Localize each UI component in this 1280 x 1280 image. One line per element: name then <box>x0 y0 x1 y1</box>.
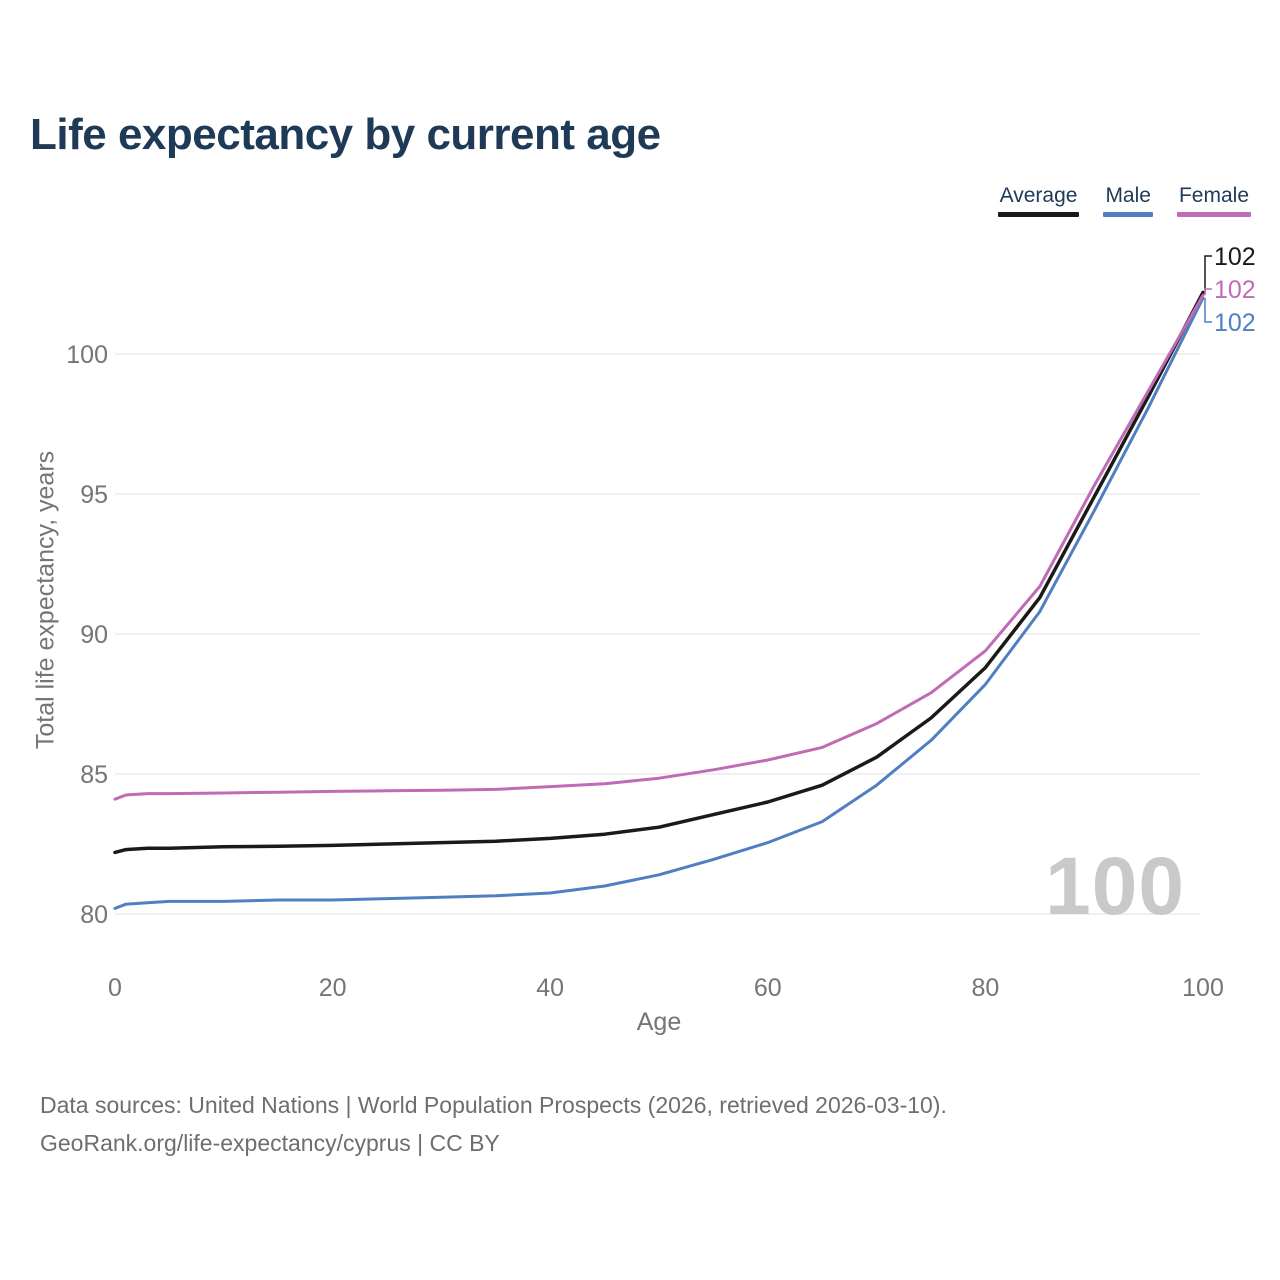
series-line-male <box>113 296 1205 910</box>
legend-label-male: Male <box>1105 184 1151 207</box>
legend-swatch-male <box>1103 212 1153 217</box>
series-line-average <box>113 290 1205 855</box>
x-axis-title: Age <box>636 1008 682 1036</box>
footer-attribution-line: GeoRank.org/life-expectancy/cyprus | CC … <box>40 1130 500 1156</box>
legend-item-average[interactable]: Average <box>997 184 1080 217</box>
legend-swatch-female <box>1176 212 1251 217</box>
leader-line-female <box>1204 288 1212 296</box>
y-tick-label: 85 <box>80 761 108 789</box>
legend: Average Male Female <box>997 184 1251 217</box>
y-tick-label: 90 <box>80 621 108 649</box>
footer: Data sources: United Nations | World Pop… <box>40 1086 947 1162</box>
x-tick-label: 40 <box>536 974 564 1002</box>
x-tick-label: 80 <box>971 974 999 1002</box>
end-label-female: 102 <box>1214 276 1256 304</box>
y-tick-label: 95 <box>80 481 108 509</box>
legend-item-female[interactable]: Female <box>1176 184 1251 217</box>
y-axis-title: Total life expectancy, years <box>31 450 60 750</box>
legend-swatch-average <box>997 212 1080 217</box>
series-line-female <box>113 293 1205 801</box>
end-label-average: 102 <box>1214 243 1256 271</box>
x-tick-label: 60 <box>754 974 782 1002</box>
y-tick-label: 80 <box>80 901 108 929</box>
leader-line-average <box>1204 255 1212 293</box>
legend-label-female: Female <box>1178 184 1249 207</box>
leader-line-male <box>1204 298 1212 323</box>
page-title: Life expectancy by current age <box>30 110 661 159</box>
end-label-male: 102 <box>1214 309 1256 337</box>
x-tick-label: 20 <box>319 974 347 1002</box>
y-tick-label: 100 <box>66 341 108 369</box>
age-watermark: 100 <box>1045 841 1185 932</box>
x-tick-label: 100 <box>1182 974 1224 1002</box>
legend-label-average: Average <box>999 184 1078 207</box>
footer-source-line: Data sources: United Nations | World Pop… <box>40 1092 947 1118</box>
x-tick-label: 0 <box>108 974 122 1002</box>
legend-item-male[interactable]: Male <box>1103 184 1153 217</box>
